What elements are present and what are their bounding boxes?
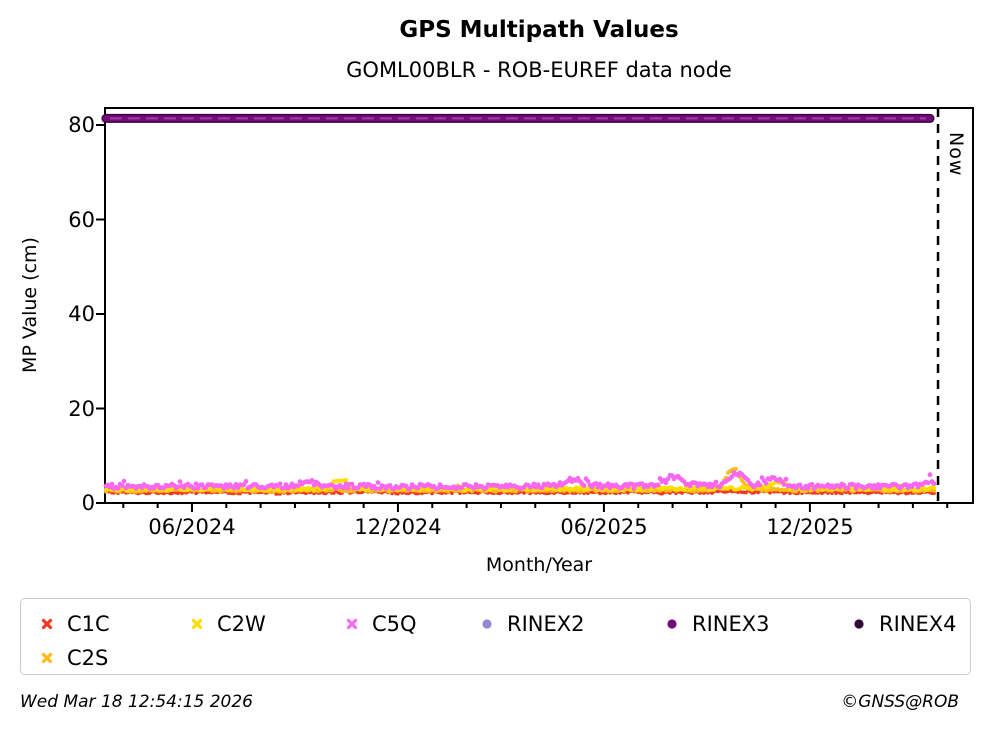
legend: C1C C2W C5Q RINEX2 RINEX3 RINEX4 C2S	[20, 598, 971, 675]
x-marker-icon	[189, 617, 204, 631]
x-marker-icon	[39, 617, 54, 631]
legend-label: RINEX2	[507, 612, 585, 636]
legend-item-RINEX3: RINEX3	[664, 612, 851, 636]
legend-label: C5Q	[372, 612, 417, 636]
now-marker-label: Now	[945, 132, 967, 177]
y-tick-label: 80	[68, 113, 95, 137]
x-marker-icon	[344, 617, 359, 631]
legend-item-C2W: C2W	[189, 612, 344, 636]
x-tick-label: 12/2025	[766, 515, 854, 539]
x-tick-label: 12/2024	[354, 515, 442, 539]
dot-marker-icon	[851, 617, 866, 631]
dot-marker-icon	[479, 617, 494, 631]
x-tick-label: 06/2025	[560, 515, 648, 539]
series-C5Q	[103, 470, 937, 492]
chart-subtitle: GOML00BLR - ROB-EUREF data node	[346, 58, 732, 82]
plot-frame	[104, 107, 974, 504]
x-tick-label: 06/2024	[148, 515, 236, 539]
legend-item-RINEX4: RINEX4	[851, 612, 970, 636]
legend-item-C2S: C2S	[39, 646, 189, 670]
y-tick-label: 20	[68, 396, 95, 421]
timestamp-text: Wed Mar 18 12:54:15 2026	[20, 692, 253, 712]
x-marker-icon	[39, 651, 54, 665]
y-tick-label: 60	[68, 207, 95, 232]
dot-marker-icon	[664, 617, 679, 631]
copyright-text: ©GNSS@ROB	[841, 692, 959, 712]
y-tick-label: 40	[68, 302, 95, 326]
legend-label: C2S	[67, 646, 109, 670]
legend-label: C2W	[217, 612, 266, 636]
legend-label: RINEX3	[692, 612, 770, 636]
legend-label: C1C	[67, 612, 110, 636]
y-axis-label: MP Value (cm)	[19, 237, 41, 373]
chart-title: GPS Multipath Values	[399, 17, 679, 43]
x-axis-label: Month/Year	[485, 554, 593, 576]
legend-label: RINEX4	[879, 612, 957, 636]
y-tick-label: 0	[81, 491, 95, 515]
legend-item-RINEX2: RINEX2	[479, 612, 664, 636]
legend-item-C1C: C1C	[39, 612, 189, 636]
legend-item-C5Q: C5Q	[344, 612, 479, 636]
